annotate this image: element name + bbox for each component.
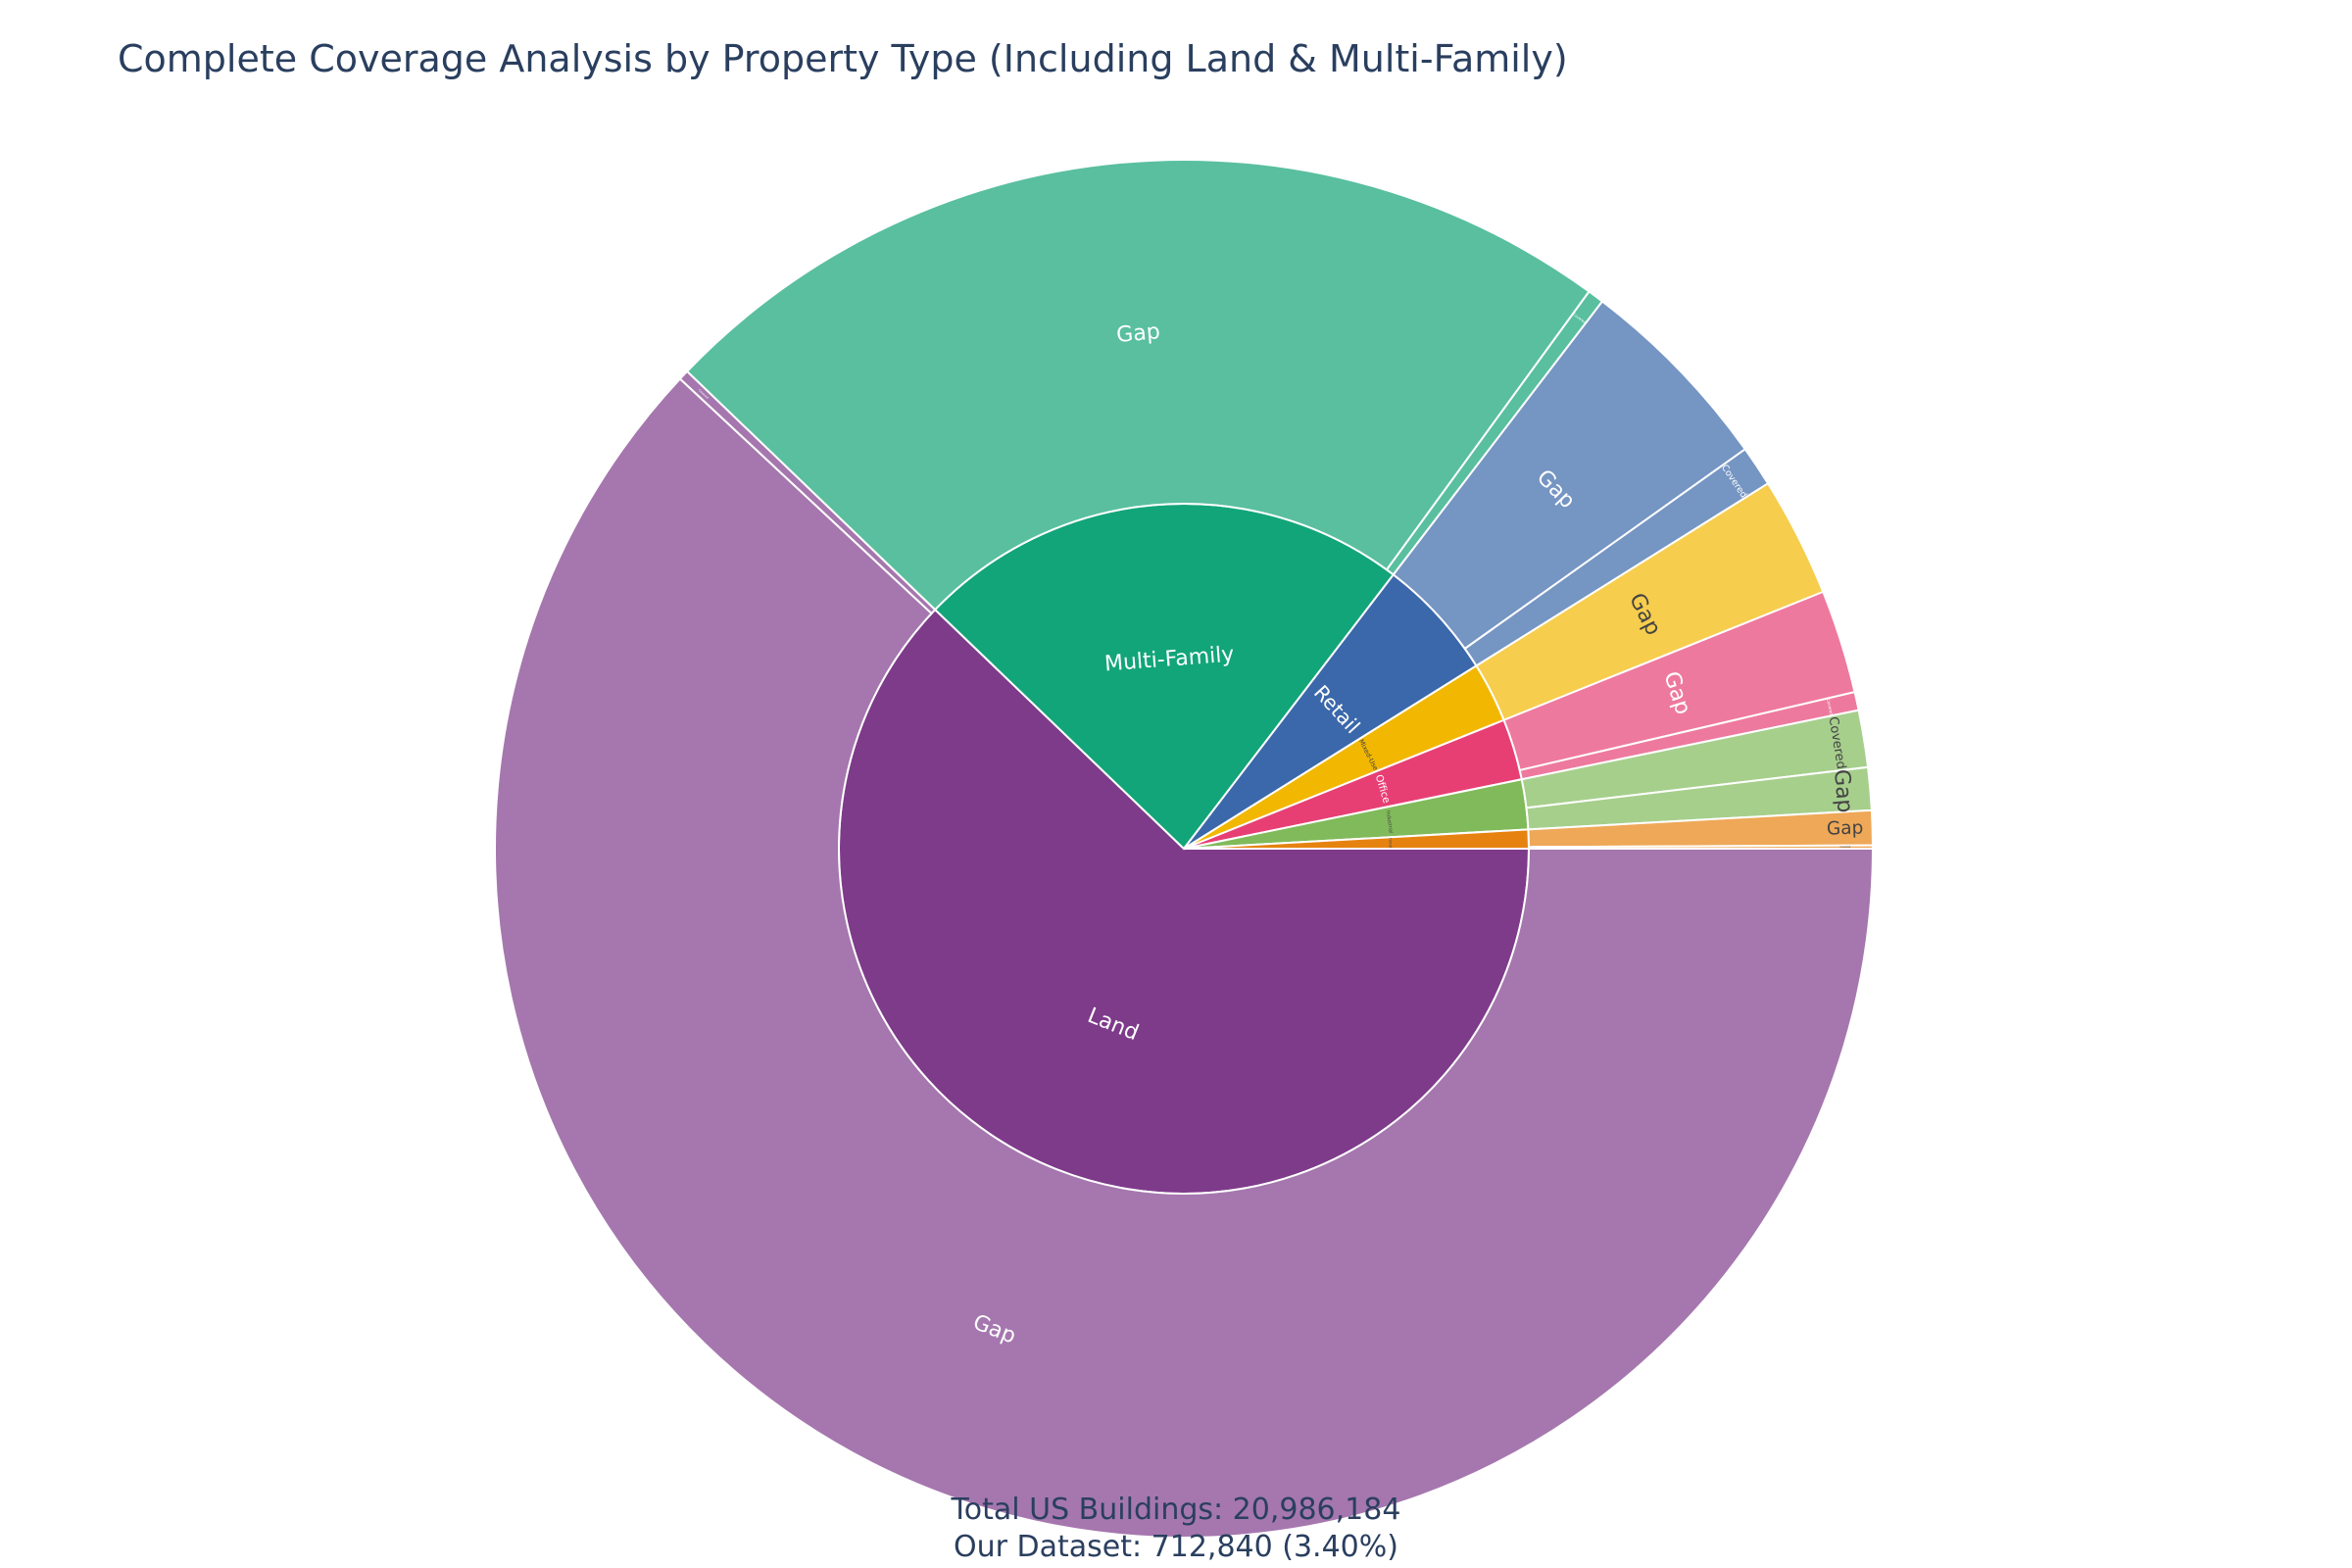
label-multi-family-gap: Gap xyxy=(1115,319,1161,348)
label-office-covered: Covered xyxy=(1826,698,1835,715)
dataset-summary: Total US Buildings: 20,986,184 Our Datas… xyxy=(0,1492,2352,1566)
dataset-share-text: Our Dataset: 712,840 (3.40%) xyxy=(954,1530,1398,1564)
label-hotel-covered: Covered xyxy=(1840,845,1851,849)
segment-multi-family-gap[interactable] xyxy=(685,159,1591,612)
label-land-covered: Covered xyxy=(698,388,710,400)
label-hotel-gap: Gap xyxy=(1827,817,1864,839)
label-industrial: Industrial xyxy=(1385,810,1394,834)
chart-title: Complete Coverage Analysis by Property T… xyxy=(118,37,1568,80)
total-buildings-text: Total US Buildings: 20,986,184 xyxy=(951,1493,1401,1527)
label-hotel: Hotel xyxy=(1388,838,1393,848)
label-industrial-gap: Gap xyxy=(1829,768,1857,814)
segment-land-gap[interactable] xyxy=(494,377,1875,1540)
segment-hotel-covered[interactable] xyxy=(1527,844,1875,850)
outer-ring xyxy=(494,159,1875,1540)
inner-ring xyxy=(838,503,1531,1195)
